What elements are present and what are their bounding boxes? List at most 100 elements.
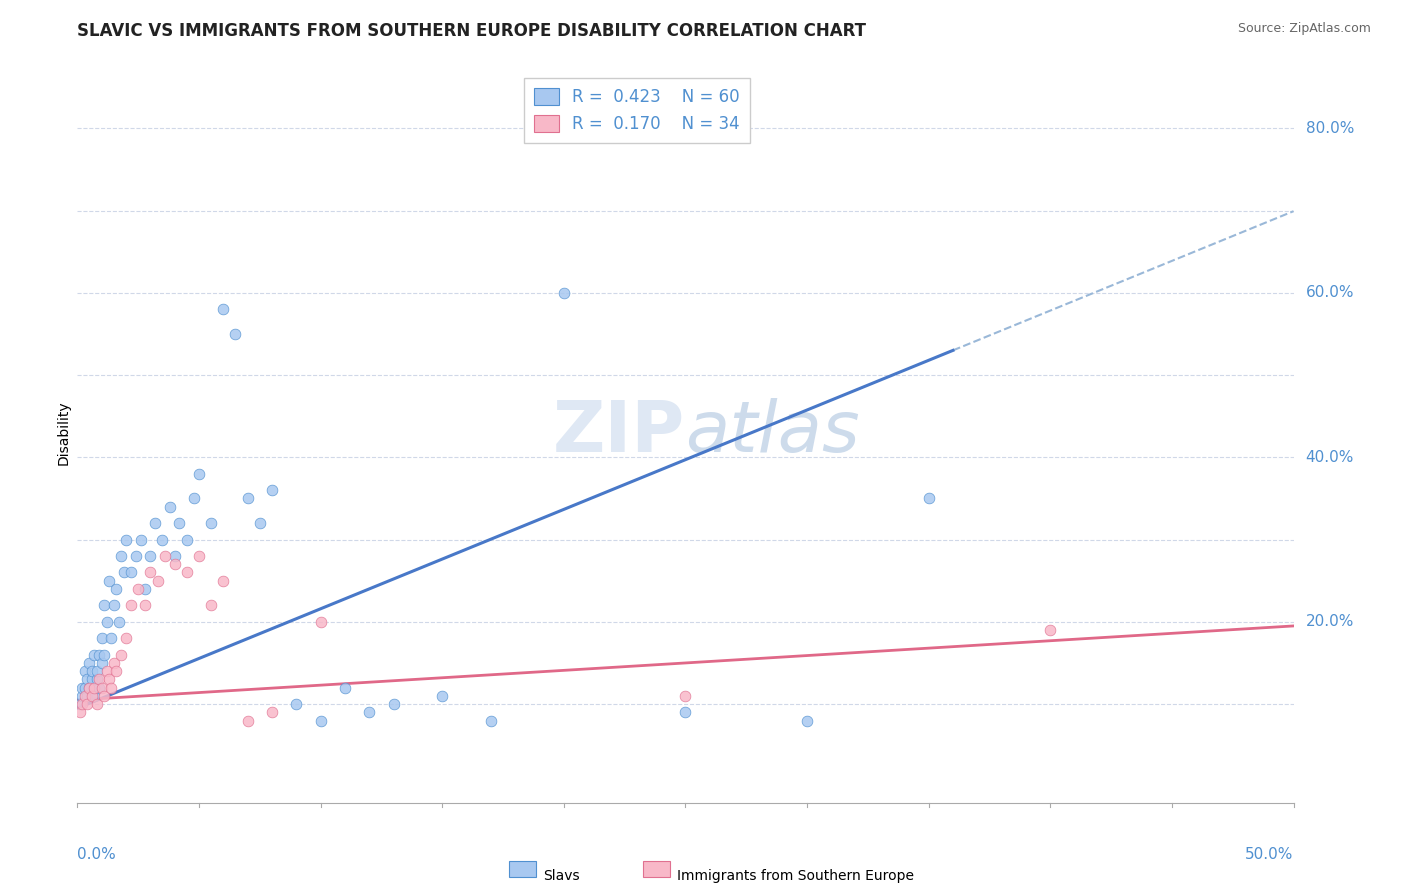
Point	[163, 558, 186, 572]
Point	[83, 648, 105, 662]
FancyBboxPatch shape	[643, 861, 669, 877]
Point	[212, 302, 235, 317]
Point	[236, 491, 259, 506]
Point	[103, 656, 125, 670]
Text: 20.0%: 20.0%	[1306, 615, 1354, 630]
Point	[1039, 623, 1062, 637]
Point	[212, 574, 235, 588]
Point	[70, 689, 93, 703]
Text: atlas: atlas	[686, 398, 860, 467]
Point	[70, 681, 93, 695]
Point	[80, 673, 103, 687]
Point	[103, 599, 125, 613]
Point	[139, 566, 162, 580]
Point	[83, 689, 105, 703]
Point	[309, 615, 332, 629]
Point	[110, 648, 132, 662]
Point	[479, 714, 502, 728]
Point	[97, 574, 120, 588]
Point	[200, 599, 222, 613]
Point	[100, 681, 122, 695]
Point	[382, 697, 405, 711]
Point	[188, 467, 211, 481]
Point	[129, 533, 152, 547]
Point	[96, 664, 118, 678]
Point	[105, 582, 128, 596]
Point	[675, 689, 697, 703]
Point	[112, 566, 135, 580]
Point	[120, 599, 142, 613]
Point	[143, 516, 166, 530]
Point	[100, 632, 122, 646]
Point	[249, 516, 271, 530]
Text: Slavs: Slavs	[543, 870, 579, 883]
Point	[93, 599, 115, 613]
Point	[796, 714, 818, 728]
Point	[89, 673, 111, 687]
Point	[188, 549, 211, 563]
Point	[89, 681, 111, 695]
Text: Immigrants from Southern Europe: Immigrants from Southern Europe	[676, 870, 914, 883]
Point	[260, 706, 283, 720]
Point	[86, 673, 108, 687]
Point	[79, 656, 101, 670]
Point	[86, 697, 108, 711]
Text: 80.0%: 80.0%	[1306, 120, 1354, 136]
Point	[76, 697, 98, 711]
Y-axis label: Disability: Disability	[56, 401, 70, 465]
Point	[146, 574, 169, 588]
Legend: R =  0.423    N = 60, R =  0.170    N = 34: R = 0.423 N = 60, R = 0.170 N = 34	[524, 78, 749, 143]
Point	[309, 714, 332, 728]
Point	[96, 615, 118, 629]
Point	[79, 681, 101, 695]
Text: SLAVIC VS IMMIGRANTS FROM SOUTHERN EUROPE DISABILITY CORRELATION CHART: SLAVIC VS IMMIGRANTS FROM SOUTHERN EUROP…	[77, 22, 866, 40]
Text: 0.0%: 0.0%	[77, 847, 117, 863]
Point	[152, 533, 174, 547]
Point	[69, 697, 91, 711]
Point	[260, 483, 283, 498]
Text: 60.0%: 60.0%	[1306, 285, 1354, 301]
Point	[134, 599, 156, 613]
Point	[224, 326, 246, 341]
Point	[90, 681, 112, 695]
Point	[69, 706, 91, 720]
Point	[107, 615, 129, 629]
Point	[73, 681, 96, 695]
Text: 50.0%: 50.0%	[1246, 847, 1294, 863]
Point	[76, 673, 98, 687]
Point	[675, 706, 697, 720]
Point	[169, 516, 191, 530]
Point	[359, 706, 381, 720]
Point	[918, 491, 941, 506]
Point	[120, 566, 142, 580]
Point	[80, 664, 103, 678]
Point	[115, 632, 138, 646]
Point	[97, 673, 120, 687]
Text: 40.0%: 40.0%	[1306, 450, 1354, 465]
Point	[183, 491, 205, 506]
Point	[125, 549, 148, 563]
Point	[93, 689, 115, 703]
Point	[200, 516, 222, 530]
FancyBboxPatch shape	[509, 861, 536, 877]
Point	[153, 549, 176, 563]
Point	[236, 714, 259, 728]
Point	[134, 582, 156, 596]
Point	[73, 689, 96, 703]
Point	[333, 681, 356, 695]
Point	[89, 648, 111, 662]
Point	[90, 656, 112, 670]
Point	[163, 549, 186, 563]
Point	[430, 689, 453, 703]
Point	[83, 681, 105, 695]
Point	[80, 689, 103, 703]
Text: Source: ZipAtlas.com: Source: ZipAtlas.com	[1237, 22, 1371, 36]
Point	[159, 500, 181, 514]
Point	[285, 697, 308, 711]
Text: ZIP: ZIP	[553, 398, 686, 467]
Point	[79, 681, 101, 695]
Point	[127, 582, 149, 596]
Point	[70, 697, 93, 711]
Point	[90, 632, 112, 646]
Point	[105, 664, 128, 678]
